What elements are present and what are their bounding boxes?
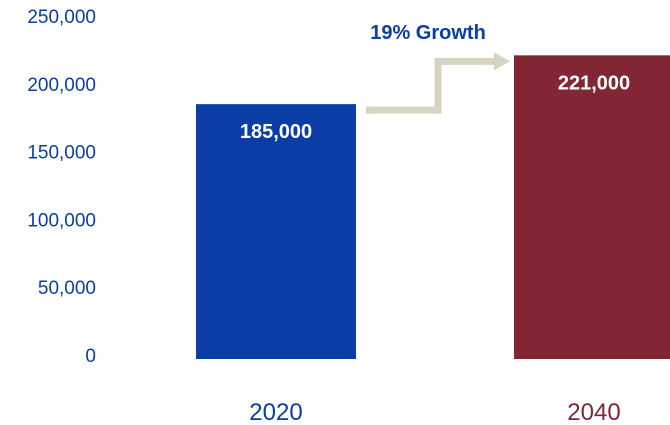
y-tick-label: 150,000 [27,143,96,164]
growth-arrow-head [494,52,510,71]
bar-2020 [196,104,356,359]
y-tick-label: 100,000 [27,210,96,231]
bars: 185,000 221,000 [196,55,670,359]
data-label-2040: 221,000 [558,72,630,94]
bar-2040 [514,55,670,359]
growth-annotation: 19% Growth [370,22,486,44]
y-tick-label: 250,000 [27,7,96,28]
growth-arrow [366,57,496,114]
x-axis-categories: 2020 2040 [249,399,620,425]
data-label-2020: 185,000 [240,121,312,143]
y-tick-label: 200,000 [27,75,96,96]
y-tick-label: 50,000 [38,278,96,299]
y-tick-label: 0 [85,346,96,367]
y-axis-ticks: 0 50,000 100,000 150,000 200,000 250,000 [27,7,96,367]
category-label-2040: 2040 [567,399,620,425]
category-label-2020: 2020 [249,399,302,425]
growth-arrow-group: 19% Growth [366,22,510,114]
